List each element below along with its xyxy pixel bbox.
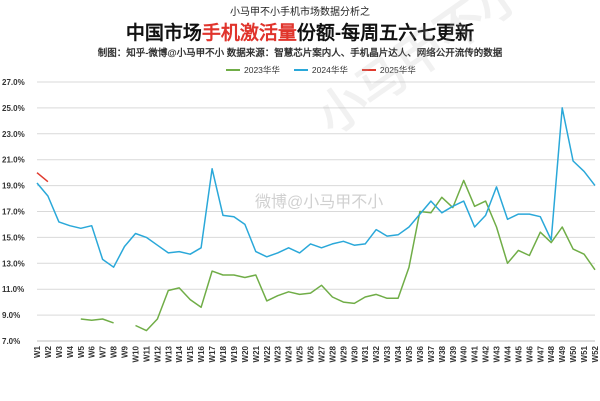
x-tick-label: W48	[547, 345, 556, 362]
x-tick-label: W16	[197, 345, 206, 362]
title-prefix: 中国市场	[125, 23, 202, 44]
series-line-2023华华	[135, 179, 596, 332]
x-tick-label: W9	[121, 345, 130, 358]
source-credit: 制图：知乎-微博@小马甲不小 数据来源：智慧芯片案内人、手机晶片达人、网络公开流…	[97, 48, 503, 59]
x-tick-label: W36	[416, 345, 425, 362]
x-tick-label: W35	[405, 345, 414, 362]
x-tick-label: W4	[66, 345, 75, 358]
x-tick-label: W47	[536, 345, 545, 362]
legend-label-2025: 2025华华	[379, 65, 416, 75]
series-line-2025华华	[36, 172, 49, 183]
x-tick-label: W25	[296, 345, 305, 362]
x-tick-label: W37	[427, 345, 436, 362]
chart-title: 中国市场手机激活量份额-每周五六七更新	[0, 18, 600, 45]
legend-swatch-2025	[361, 69, 376, 71]
x-tick-label: W7	[99, 345, 108, 358]
x-tick-label: W6	[88, 345, 97, 358]
x-tick-label: W32	[372, 345, 381, 362]
x-tick-label: W44	[503, 345, 512, 362]
y-tick-label: 27.0%	[2, 78, 25, 87]
x-tick-label: W42	[482, 345, 491, 362]
x-tick-label: W38	[438, 345, 447, 362]
x-tick-label: W49	[558, 345, 567, 362]
x-tick-label: W29	[339, 345, 348, 362]
x-tick-label: W5	[77, 345, 86, 358]
x-tick-label: W43	[493, 345, 502, 362]
legend-item-2025: 2025华华	[361, 64, 416, 76]
x-tick-label: W8	[110, 345, 119, 358]
x-tick-label: W19	[230, 345, 239, 362]
x-tick-label: W13	[164, 345, 173, 362]
legend-swatch-2024	[293, 69, 308, 71]
x-tick-label: W33	[383, 345, 392, 362]
x-tick-label: W21	[252, 345, 261, 362]
x-tick-label: W41	[471, 345, 480, 362]
x-tick-label: W3	[55, 345, 64, 358]
x-tick-label: W1	[33, 345, 42, 358]
x-tick-label: W12	[153, 345, 162, 362]
x-tick-label: W40	[460, 345, 469, 362]
x-tick-label: W46	[525, 345, 534, 362]
x-tick-label: W2	[44, 345, 53, 358]
x-tick-label: W14	[175, 345, 184, 362]
x-tick-label: W28	[328, 345, 337, 362]
title-highlight: 手机激活量	[201, 23, 297, 44]
x-tick-label: W24	[285, 345, 294, 362]
y-tick-label: 19.0%	[2, 182, 25, 191]
x-tick-label: W52	[591, 345, 600, 362]
series-line-2024华华	[36, 107, 596, 268]
legend-item-2023: 2023华华	[226, 64, 280, 76]
legend-swatch-2023	[226, 69, 240, 71]
x-tick-label: W15	[186, 345, 195, 362]
y-tick-label: 13.0%	[2, 259, 25, 268]
y-tick-label: 11.0%	[2, 285, 24, 294]
x-tick-label: W51	[580, 345, 589, 362]
x-tick-label: W23	[274, 345, 283, 362]
y-tick-label: 15.0%	[2, 233, 25, 242]
watermark: 微博@小马甲不小	[255, 194, 384, 211]
x-tick-label: W30	[350, 345, 359, 362]
legend-item-2024: 2024华华	[293, 64, 348, 76]
x-tick-label: W20	[241, 345, 250, 362]
x-tick-label: W27	[317, 345, 326, 362]
series-line-2023华华	[80, 318, 114, 324]
x-tick-label: W26	[307, 345, 316, 362]
legend-label-2024: 2024华华	[311, 65, 348, 75]
x-tick-label: W18	[219, 345, 228, 362]
y-tick-label: 9.0%	[2, 311, 20, 320]
x-tick-label: W22	[263, 345, 272, 362]
y-tick-label: 7.0%	[2, 337, 20, 346]
y-tick-label: 21.0%	[2, 156, 25, 165]
x-tick-label: W50	[569, 345, 578, 362]
x-tick-label: W10	[131, 345, 140, 362]
x-tick-label: W11	[142, 345, 151, 362]
title-suffix: 份额-每周五六七更新	[296, 23, 475, 44]
y-tick-label: 17.0%	[2, 208, 25, 217]
legend-label-2023: 2023华华	[244, 65, 280, 75]
top-caption: 小马甲不小手机市场数据分析之	[230, 7, 370, 18]
chart-legend: 2023华华 2024华华 2025华华	[226, 64, 416, 76]
x-tick-label: W45	[514, 345, 523, 362]
x-tick-label: W17	[208, 345, 217, 362]
x-tick-label: W31	[361, 345, 370, 362]
y-tick-label: 25.0%	[2, 104, 25, 113]
y-tick-label: 23.0%	[2, 130, 25, 139]
x-tick-label: W34	[394, 345, 403, 362]
x-tick-label: W39	[449, 345, 458, 362]
